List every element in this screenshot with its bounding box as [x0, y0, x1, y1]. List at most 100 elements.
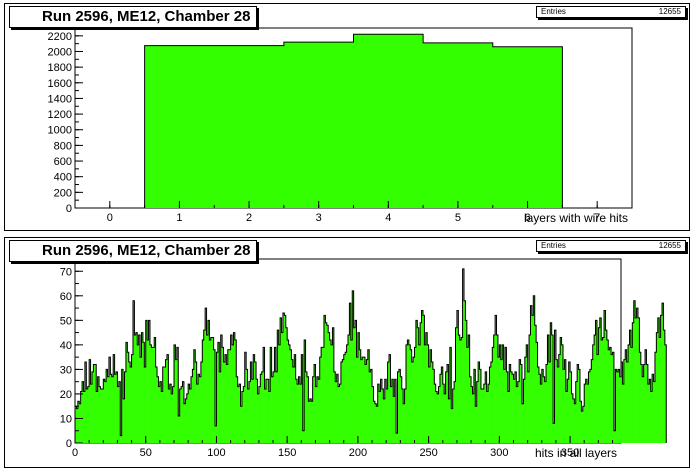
y-tick-label: 1800: [48, 62, 72, 74]
histogram-bin: [220, 335, 223, 443]
histogram-bin: [360, 359, 363, 443]
histogram-bin: [420, 322, 422, 443]
histogram-bin: [646, 364, 649, 443]
histogram-bin: [237, 386, 240, 443]
histogram-bin: [158, 386, 161, 443]
histogram-bin: [390, 386, 393, 443]
histogram-bin: [268, 391, 271, 443]
histogram-bin: [396, 433, 398, 443]
histogram-bin: [561, 344, 564, 443]
histogram-bin: [89, 359, 91, 443]
x-tick-label: 50: [140, 447, 152, 459]
histogram-bin: [232, 344, 234, 443]
histogram-bin: [215, 425, 217, 443]
histogram-bin: [513, 379, 516, 443]
histogram-bin: [185, 398, 188, 443]
bar-layer-4: [353, 34, 424, 209]
histogram-bin: [263, 347, 265, 443]
histogram-bin: [587, 384, 589, 443]
histogram-bin: [623, 359, 626, 443]
histogram-bin: [356, 357, 359, 443]
histogram-bin: [649, 379, 652, 443]
histogram-bin: [604, 310, 606, 443]
histogram-bin: [521, 403, 524, 443]
y-tick-label: 0: [66, 438, 72, 450]
histogram-bin: [384, 379, 387, 443]
histogram-bin: [582, 406, 585, 443]
histogram-bin: [80, 391, 83, 443]
histogram-bin: [463, 300, 466, 443]
histogram-bin: [417, 327, 420, 443]
histogram-bin: [281, 332, 284, 443]
histogram-bin: [377, 384, 380, 443]
histogram-bin: [209, 339, 212, 443]
histogram-bin: [319, 357, 322, 443]
histogram-bin: [483, 384, 486, 443]
histogram-bin: [442, 384, 445, 443]
histogram-bin: [346, 344, 349, 443]
histogram-bin: [79, 403, 81, 443]
histogram-bin: [601, 339, 603, 443]
histogram-bin: [154, 337, 156, 443]
histogram-bin: [454, 381, 456, 443]
stats-box-1: Entries 12655: [536, 6, 686, 18]
histogram-bin: [151, 347, 154, 443]
histogram-bin: [386, 389, 388, 443]
histogram-outline: [74, 268, 667, 443]
histogram-bin: [246, 369, 248, 443]
histogram-bin: [207, 320, 210, 443]
histogram-bin: [452, 389, 455, 443]
histogram-bin: [210, 337, 213, 443]
histogram-bin: [186, 393, 189, 443]
histogram-bin: [284, 315, 287, 443]
histogram-bin: [314, 364, 316, 443]
histogram-bin: [332, 327, 335, 443]
histogram-bin: [502, 344, 504, 443]
histogram-bin: [369, 371, 371, 443]
histogram-bin: [656, 332, 659, 443]
histogram-bin: [575, 381, 578, 443]
histogram-bin: [234, 339, 237, 443]
histogram-bin: [366, 359, 369, 443]
histogram-bin: [425, 332, 428, 443]
histogram-bin: [127, 352, 130, 443]
histogram-bin: [654, 352, 657, 443]
histogram-bin: [328, 332, 330, 443]
histogram-bin: [277, 330, 279, 443]
histogram-bin: [568, 362, 571, 443]
histogram-bin: [212, 337, 214, 443]
histogram-bin: [285, 327, 288, 443]
y-tick-label: 800: [54, 140, 72, 152]
histogram-bin: [585, 379, 588, 443]
histogram-bin: [476, 381, 479, 443]
histogram-bin: [405, 344, 408, 443]
histogram-bin: [145, 320, 148, 443]
histogram-bin: [251, 379, 254, 443]
histogram-bin: [605, 330, 608, 443]
histogram-bin: [130, 366, 132, 443]
histogram-bin: [381, 389, 384, 443]
histogram-bin: [543, 376, 545, 443]
histogram-bin: [345, 352, 347, 443]
histogram-bin: [311, 401, 313, 443]
histogram-bin: [144, 366, 147, 443]
histogram-bin: [174, 344, 176, 443]
histogram-bin: [421, 310, 424, 443]
histogram-bin: [348, 335, 350, 443]
histogram-bin: [367, 349, 370, 443]
histogram-bin: [507, 391, 510, 443]
histogram-bin: [581, 411, 584, 443]
histogram-bin: [567, 379, 569, 443]
y-tick-label: 1000: [48, 125, 72, 137]
histogram-bin: [540, 384, 543, 443]
histogram-bin: [485, 371, 487, 443]
x-tick-label: 3: [316, 212, 322, 224]
y-tick-label: 1600: [48, 78, 72, 90]
histogram-bin: [599, 317, 602, 443]
histogram-bin: [400, 376, 403, 443]
histogram-bin: [659, 337, 661, 443]
histogram-bin: [577, 364, 579, 443]
x-tick-label: 0: [107, 212, 113, 224]
histogram-bin: [309, 398, 312, 443]
histogram-bin: [94, 364, 97, 443]
